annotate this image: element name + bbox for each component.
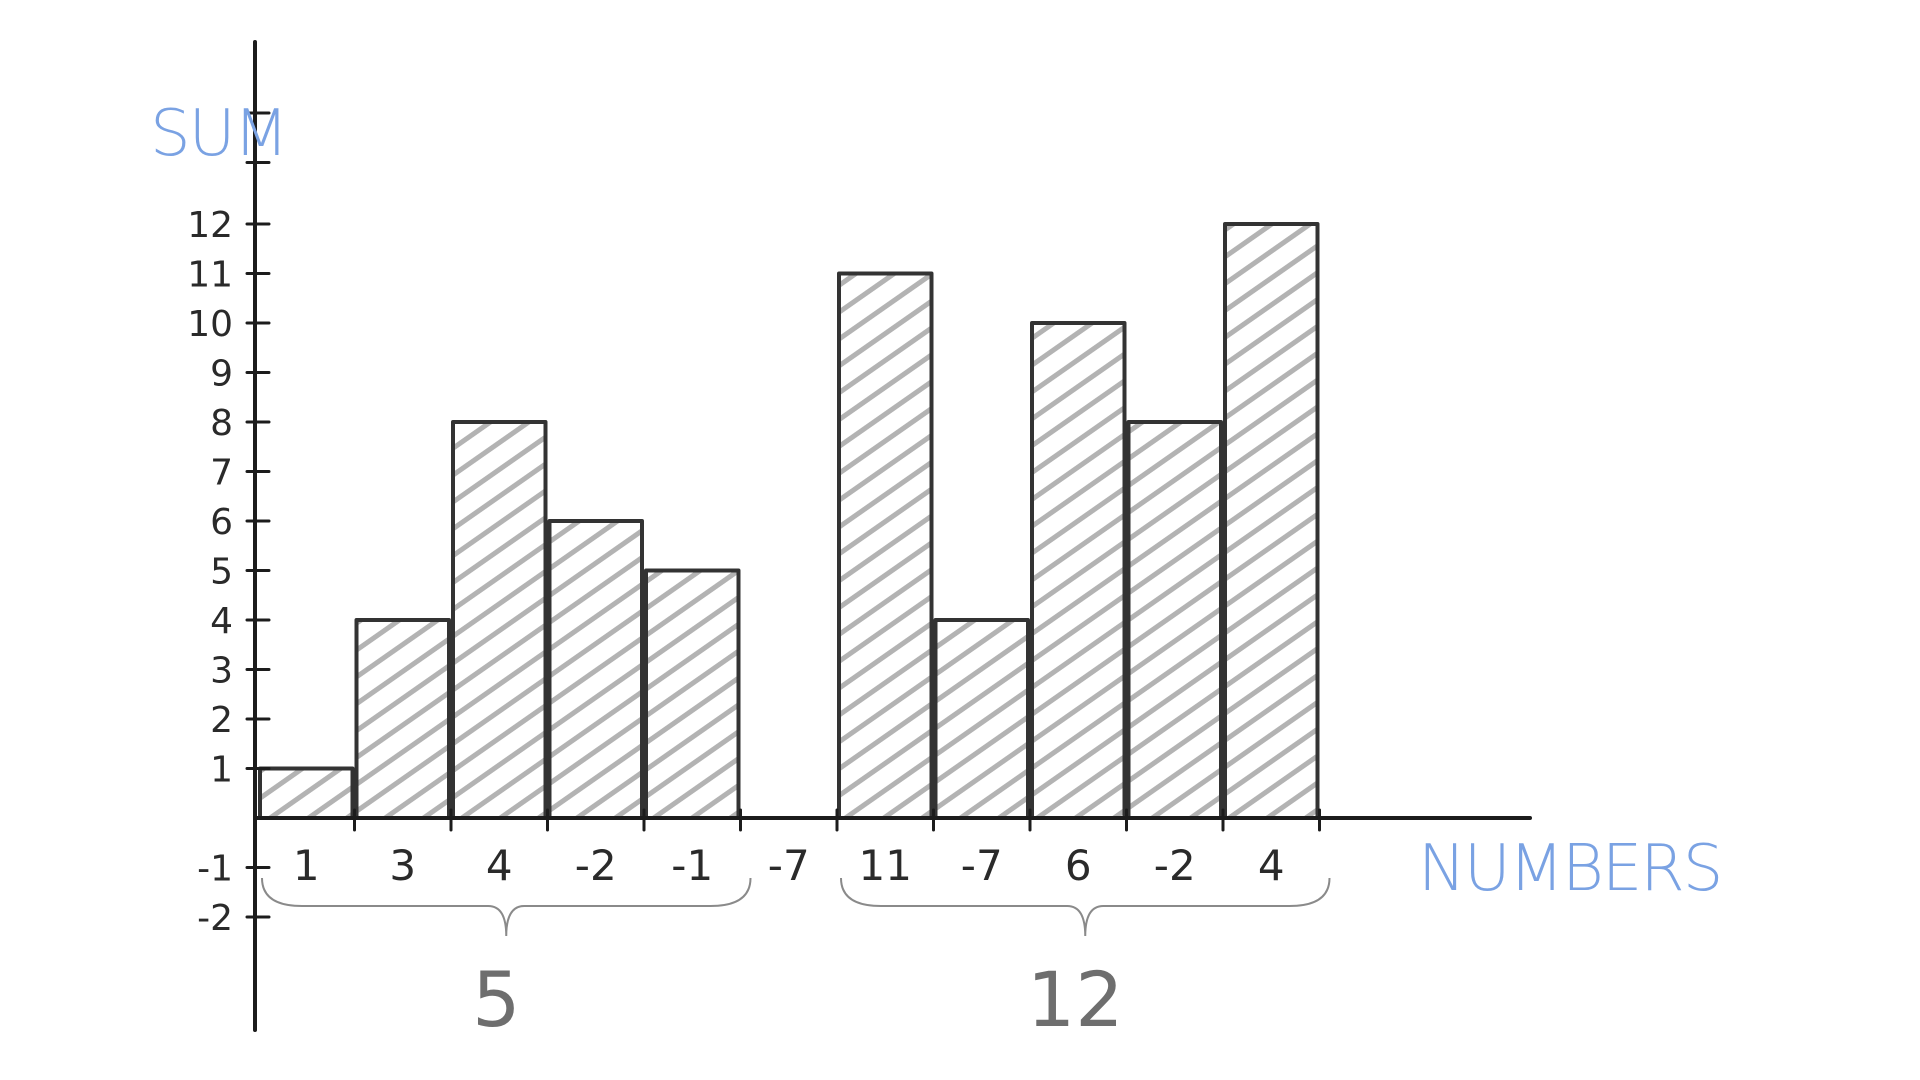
- bar-outline-1: [354, 618, 451, 820]
- x-category-label-5: -7: [768, 841, 810, 890]
- group-sum-label-0: 5: [472, 955, 520, 1044]
- x-category-label-4: -1: [671, 841, 713, 890]
- y-tick-label-8: 7: [210, 453, 233, 494]
- group-braces-layer: 5 12: [261, 877, 1331, 1044]
- x-category-label-8: 6: [1065, 841, 1092, 890]
- y-tick-label-10: 9: [210, 354, 233, 395]
- bar-0: [260, 768, 353, 818]
- x-category-label-2: 4: [486, 841, 513, 890]
- bar-7: [935, 620, 1028, 818]
- x-category-label-1: 3: [389, 841, 416, 890]
- bar-10: [1225, 224, 1318, 818]
- y-tick-label-11: 10: [187, 304, 233, 345]
- x-category-label-7: -7: [961, 841, 1003, 890]
- y-tick-label-13: 12: [187, 205, 233, 246]
- x-category-label-10: 4: [1258, 841, 1285, 890]
- y-tick-label-2: 1: [210, 750, 233, 791]
- x-category-label-3: -2: [575, 841, 617, 890]
- y-tick-label-9: 8: [210, 403, 233, 444]
- bar-outline-9: [1126, 420, 1223, 820]
- y-tick-label-5: 4: [210, 601, 233, 642]
- bar-outline-2: [451, 420, 548, 820]
- y-tick-label-4: 3: [210, 651, 233, 692]
- y-tick-label-6: 5: [210, 552, 233, 593]
- y-axis-title: SUM: [150, 97, 287, 171]
- bar-6: [839, 273, 932, 818]
- group-sum-label-1: 12: [1027, 955, 1124, 1044]
- y-tick-label-7: 6: [210, 502, 233, 543]
- x-category-label-6: 11: [859, 841, 912, 890]
- bar-1: [356, 620, 449, 818]
- bar-outline-10: [1223, 222, 1320, 820]
- bar-outline-6: [837, 271, 934, 820]
- bar-4: [646, 570, 739, 818]
- y-tick-label-3: 2: [210, 700, 233, 741]
- bar-outline-8: [1030, 321, 1127, 820]
- x-category-label-0: 1: [293, 841, 320, 890]
- axes-layer: [253, 40, 1532, 1032]
- bar-outline-4: [644, 568, 741, 820]
- y-tick-label-1: -1: [197, 849, 233, 890]
- bar-outline-0: [258, 766, 355, 820]
- bar-outline-3: [547, 519, 644, 820]
- y-tick-label-12: 11: [187, 255, 233, 296]
- x-ticks-layer: 1 3 4 -2 -1 -7 11 -7 6 -2 4: [293, 808, 1321, 890]
- bar-outline-7: [933, 618, 1030, 820]
- x-category-label-9: -2: [1154, 841, 1196, 890]
- bar-8: [1032, 323, 1125, 818]
- bar-3: [549, 521, 642, 818]
- y-tick-label-0: -2: [197, 898, 233, 939]
- x-axis-title: NUMBERS: [1418, 832, 1721, 906]
- bars-layer: [258, 222, 1320, 820]
- bar-9: [1128, 422, 1221, 818]
- bar-2: [453, 422, 546, 818]
- group-brace-0: [261, 877, 752, 937]
- group-brace-1: [840, 877, 1331, 937]
